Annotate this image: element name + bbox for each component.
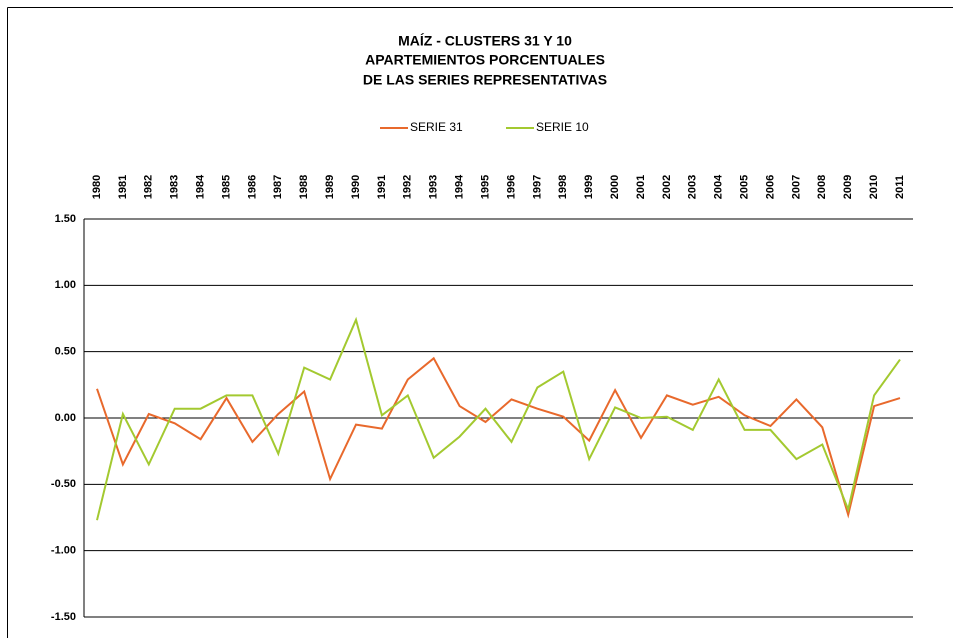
x-tick-label: 2002 [661,175,673,199]
x-tick-label: 1994 [454,174,466,199]
legend-label: SERIE 31 [410,120,463,134]
data-line [96,316,901,521]
x-tick-label: 1982 [143,175,155,199]
x-tick-label: 2001 [635,175,647,199]
x-tick-label: 1998 [557,175,569,199]
y-tick-label: -0.50 [51,478,76,490]
chart-title: DE LAS SERIES REPRESENTATIVAS [363,72,607,88]
legend-label: SERIE 10 [536,120,589,134]
x-tick-label: 2003 [687,175,699,199]
y-tick-label: 0.00 [55,412,76,424]
chart-title: MAÍZ - CLUSTERS 31 Y 10 [398,33,572,49]
x-tick-label: 1993 [428,175,440,199]
x-tick-label: 1996 [505,175,517,199]
y-tick-label: -1.50 [51,611,76,623]
x-tick-label: 1986 [246,175,258,199]
x-tick-label: 1981 [117,175,129,199]
x-tick-label: 2007 [790,175,802,199]
x-tick-label: 1989 [324,175,336,199]
x-tick-label: 1987 [272,175,284,199]
x-tick-label: 1990 [350,175,362,199]
x-tick-label: 2005 [739,175,751,199]
x-tick-label: 1995 [479,175,491,199]
x-tick-label: 2008 [816,175,828,199]
y-tick-label: 1.50 [55,213,76,225]
x-tick-label: 1991 [376,175,388,199]
x-tick-label: 1983 [169,175,181,199]
x-tick-label: 1980 [91,175,103,199]
chart-title: APARTEMIENTOS PORCENTUALES [365,52,605,68]
x-tick-label: 2000 [609,175,621,199]
x-tick-label: 2004 [713,174,725,199]
x-tick-label: 2006 [764,175,776,199]
x-tick-label: 2011 [894,175,906,199]
x-tick-label: 1985 [220,175,232,199]
x-tick-label: 1992 [402,175,414,199]
x-tick-label: 1984 [194,174,206,199]
x-tick-label: 2010 [868,175,880,199]
x-tick-label: 1999 [583,175,595,199]
x-tick-label: 2009 [842,175,854,199]
x-tick-label: 1997 [531,175,543,199]
x-tick-label: 1988 [298,175,310,199]
y-tick-label: 1.00 [55,279,76,291]
data-line [96,356,901,519]
y-tick-label: 0.50 [55,346,76,358]
y-tick-label: -1.00 [51,545,76,557]
